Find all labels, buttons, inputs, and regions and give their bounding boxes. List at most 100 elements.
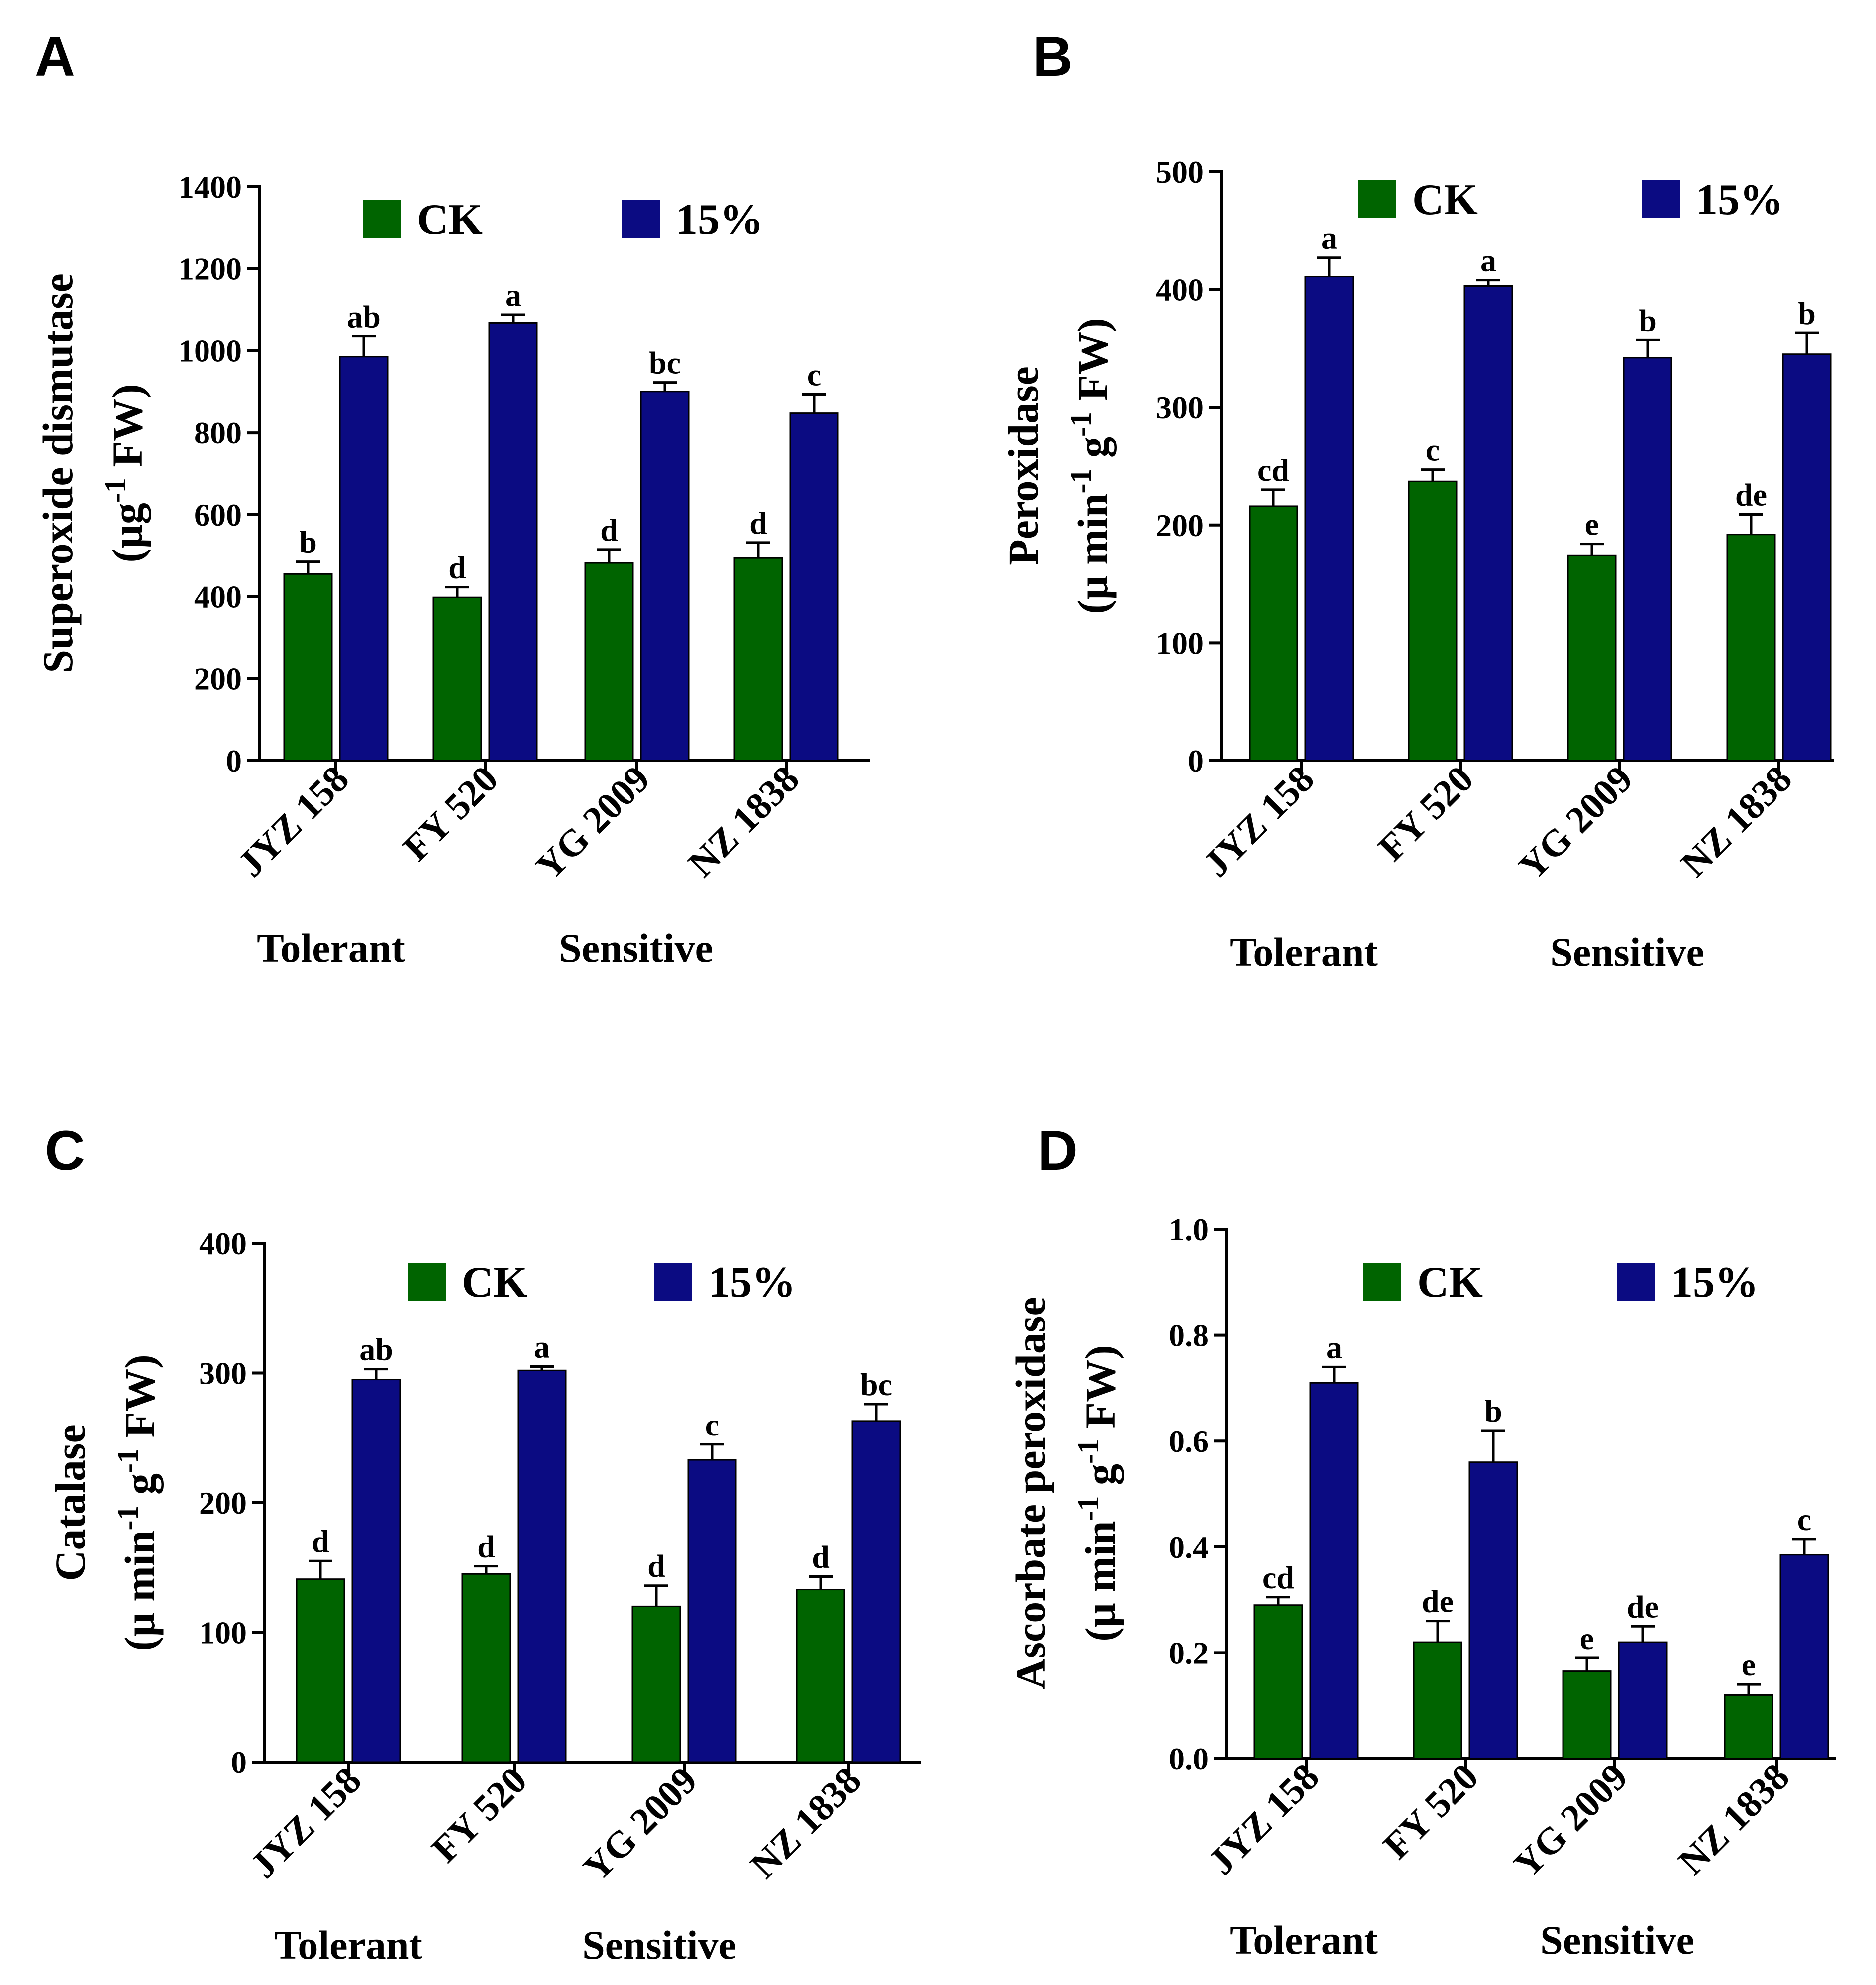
y-tick-label-d: 0.6	[1169, 1424, 1209, 1459]
significance-letter-ck-c: d	[477, 1529, 495, 1564]
category-label-b: JYZ 158	[1195, 758, 1322, 885]
legend-swatch-treatment-b	[1642, 180, 1680, 218]
y-axis-units-b: (μ min-1 g-1 FW)	[1064, 318, 1117, 614]
significance-letter-ck-a: d	[600, 512, 618, 548]
significance-letter-treatment-d: b	[1484, 1393, 1502, 1429]
category-label-d: JYZ 158	[1200, 1756, 1327, 1883]
y-tick-label-b: 500	[1156, 154, 1204, 190]
bar-treatment-a	[488, 322, 538, 762]
y-tick-label-c: 400	[199, 1226, 247, 1261]
y-tick-label-a: 1000	[178, 333, 242, 368]
y-tick-label-a: 400	[194, 579, 242, 615]
legend-label-treatment-c: 15%	[708, 1258, 796, 1307]
legend-swatch-treatment-c	[654, 1263, 692, 1301]
significance-letter-treatment-c: a	[534, 1329, 550, 1364]
group-label-sensitive-a: Sensitive	[559, 925, 713, 971]
bar-treatment-d	[1468, 1461, 1518, 1760]
significance-letter-treatment-b: a	[1321, 221, 1337, 256]
legend-label-ck-d: CK	[1417, 1258, 1483, 1307]
group-label-sensitive-d: Sensitive	[1540, 1917, 1694, 1963]
bar-ck-b	[1726, 534, 1776, 762]
legend-swatch-ck-d	[1363, 1263, 1401, 1301]
bar-treatment-a	[339, 356, 389, 762]
y-tick-label-c: 100	[199, 1615, 247, 1651]
significance-letter-ck-b: de	[1735, 477, 1767, 513]
significance-letter-treatment-b: b	[1639, 303, 1657, 338]
category-label-b: FY 520	[1370, 758, 1481, 869]
bar-ck-a	[733, 557, 783, 762]
y-tick-label-b: 200	[1156, 508, 1204, 543]
bar-ck-a	[584, 562, 634, 762]
y-tick-label-a: 600	[194, 497, 242, 533]
significance-letter-ck-b: e	[1585, 507, 1599, 542]
y-tick-label-c: 0	[231, 1745, 247, 1780]
category-label-c: FY 520	[424, 1760, 535, 1871]
y-axis-label-a: Superoxide dismutase	[34, 273, 82, 673]
legend-swatch-ck-b	[1358, 180, 1396, 218]
significance-letter-ck-a: b	[299, 525, 317, 560]
y-axis-label-c: Catalase	[46, 1424, 94, 1581]
y-tick-label-d: 0.2	[1169, 1635, 1209, 1670]
bar-treatment-b	[1623, 357, 1672, 762]
legend-label-ck-b: CK	[1412, 176, 1478, 224]
y-tick-label-d: 0.8	[1169, 1318, 1209, 1353]
legend-swatch-treatment-d	[1617, 1263, 1655, 1301]
significance-letter-ck-d: e	[1580, 1621, 1594, 1656]
bar-treatment-a	[789, 412, 839, 762]
significance-letter-ck-d: e	[1742, 1647, 1756, 1682]
significance-letter-ck-c: d	[647, 1548, 665, 1584]
legend-swatch-treatment-a	[622, 200, 660, 238]
category-label-d: YG 2009	[1506, 1756, 1636, 1886]
significance-letter-treatment-a: bc	[649, 345, 681, 381]
legend-label-ck-a: CK	[417, 196, 483, 244]
significance-letter-ck-b: c	[1426, 433, 1440, 468]
significance-letter-treatment-a: ab	[347, 299, 381, 334]
significance-letter-ck-a: d	[749, 505, 767, 541]
category-label-d: FY 520	[1375, 1756, 1486, 1867]
significance-letter-ck-c: d	[812, 1539, 830, 1574]
category-label-a: NZ 1838	[680, 758, 807, 885]
significance-letter-ck-c: d	[312, 1524, 329, 1559]
y-tick-label-c: 200	[199, 1485, 247, 1521]
category-label-a: YG 2009	[528, 758, 658, 888]
significance-letter-treatment-d: a	[1326, 1329, 1342, 1365]
bar-treatment-c	[517, 1369, 567, 1763]
bar-treatment-c	[851, 1420, 901, 1763]
significance-letter-treatment-b: a	[1480, 243, 1496, 278]
bar-treatment-d	[1618, 1641, 1668, 1760]
category-label-c: JYZ 158	[242, 1760, 369, 1886]
bar-treatment-d	[1309, 1382, 1359, 1760]
significance-letter-ck-a: d	[448, 550, 466, 585]
category-label-d: NZ 1838	[1670, 1756, 1797, 1883]
legend-label-ck-c: CK	[462, 1258, 527, 1307]
y-tick-label-a: 1400	[178, 169, 242, 205]
bar-ck-c	[296, 1578, 345, 1763]
y-axis-label-d: Ascorbate peroxidase	[1007, 1297, 1054, 1689]
bar-ck-c	[631, 1605, 681, 1763]
bar-treatment-b	[1782, 353, 1832, 762]
panel-c: C Catalase (μ min-1 g-1 FW) 0 100 200 300 400 JY…	[45, 1119, 921, 1968]
group-label-tolerant-a: Tolerant	[257, 925, 405, 971]
y-axis-units-a: (μg-1 FW)	[99, 384, 151, 562]
significance-letter-treatment-a: a	[505, 277, 521, 313]
panel-a: A Superoxide dismutase (μg-1 FW) 0 200 400 600…	[34, 25, 870, 971]
bar-ck-a	[283, 573, 333, 762]
y-tick-label-b: 300	[1156, 390, 1204, 425]
panel-letter-b: B	[1033, 25, 1073, 88]
y-tick-label-b: 100	[1156, 625, 1204, 661]
significance-letter-ck-d: de	[1422, 1584, 1454, 1619]
y-axis-units-c: (μ min-1 g-1 FW)	[111, 1354, 164, 1651]
bar-treatment-c	[687, 1459, 737, 1763]
bar-ck-d	[1413, 1641, 1462, 1760]
bar-ck-c	[796, 1589, 845, 1763]
y-tick-label-b: 400	[1156, 272, 1204, 308]
y-tick-label-d: 1.0	[1169, 1212, 1209, 1247]
panel-letter-d: D	[1038, 1119, 1078, 1182]
y-axis-label-b: Peroxidase	[999, 366, 1047, 565]
significance-letter-treatment-a: c	[807, 357, 821, 393]
bar-ck-b	[1249, 505, 1298, 762]
significance-letter-treatment-d: de	[1627, 1589, 1659, 1624]
significance-letter-treatment-d: c	[1797, 1502, 1811, 1537]
panel-b: B Peroxidase (μ min-1 g-1 FW) 0 100 200 300 400…	[999, 25, 1834, 975]
